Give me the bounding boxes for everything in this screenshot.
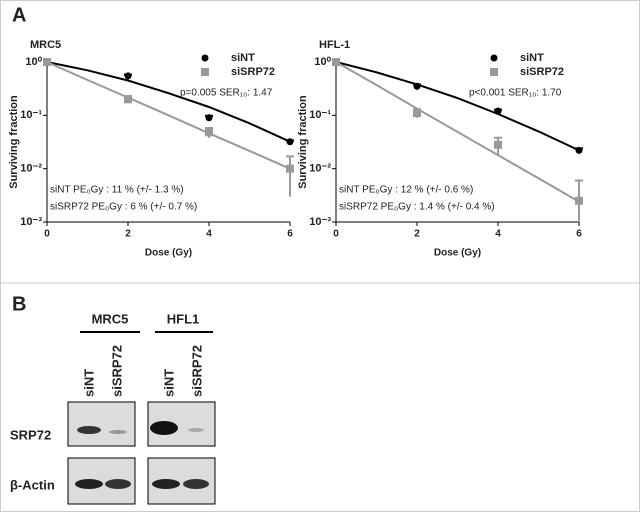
data-point — [494, 140, 502, 149]
lane-label: siNT — [161, 369, 176, 397]
legend-marker — [490, 54, 498, 62]
row-label: β-Actin — [10, 477, 55, 492]
panel-label: A — [12, 4, 26, 26]
annotation: siSRP72 PE₀Gy : 1.4 % (+/- 0.4 %) — [339, 202, 495, 213]
data-point — [332, 58, 340, 66]
y-tick-label: 10⁻¹ — [20, 109, 42, 121]
data-point — [43, 58, 51, 66]
y-tick-label: 10⁻¹ — [309, 109, 331, 121]
y-tick-label: 10⁻³ — [309, 216, 331, 228]
data-point — [124, 95, 132, 104]
fit-curve — [46, 61, 291, 170]
x-tick-label: 4 — [206, 229, 212, 240]
annotation: siNT PE₀Gy : 12 % (+/- 0.6 %) — [339, 185, 473, 196]
legend-label: siNT — [231, 52, 255, 64]
fit-curve — [335, 61, 580, 152]
legend-label: siNT — [520, 52, 544, 64]
blot-images — [67, 401, 216, 505]
x-tick-label: 4 — [495, 229, 501, 240]
x-axis-label: Dose (Gy) — [434, 248, 481, 259]
legend-marker — [490, 68, 498, 76]
x-tick-label: 2 — [414, 229, 420, 240]
row-label: SRP72 — [10, 427, 51, 442]
y-tick-label: 10⁻² — [309, 163, 331, 175]
data-point — [286, 164, 294, 173]
data-point — [205, 128, 213, 137]
blot-group: HFL1 — [167, 311, 200, 326]
lane-label: siSRP72 — [109, 345, 124, 397]
y-tick-label: 10⁰ — [25, 56, 42, 68]
x-tick-label: 0 — [333, 229, 339, 240]
y-tick-label: 10⁻² — [20, 163, 42, 175]
fit-curve — [335, 61, 580, 203]
legend-label: siSRP72 — [520, 66, 564, 78]
annotation: siSRP72 PE₀Gy : 6 % (+/- 0.7 %) — [50, 202, 197, 213]
annotation: siNT PE₀Gy : 11 % (+/- 1.3 %) — [50, 185, 184, 196]
lane-label: siNT — [81, 369, 96, 397]
panel-label: B — [12, 293, 26, 315]
y-axis-label: Surviving fraction — [297, 95, 309, 189]
data-point — [286, 138, 294, 146]
data-point — [205, 114, 213, 122]
data-point — [575, 146, 583, 154]
data-point — [124, 72, 132, 80]
y-tick-label: 10⁻³ — [20, 216, 42, 228]
x-tick-label: 6 — [576, 229, 582, 240]
annotation: p<0.001 SER₁₀: 1.70 — [469, 88, 562, 99]
data-point — [494, 107, 502, 115]
data-point — [413, 82, 421, 90]
data-point — [413, 109, 421, 118]
annotation: p=0.005 SER₁₀: 1.47 — [180, 88, 273, 99]
x-tick-label: 0 — [44, 229, 50, 240]
blot-group: MRC5 — [92, 311, 129, 326]
chart-title: MRC5 — [30, 39, 61, 51]
data-point — [575, 196, 583, 205]
x-axis-label: Dose (Gy) — [145, 248, 192, 259]
legend-marker — [201, 68, 209, 76]
legend-label: siSRP72 — [231, 66, 275, 78]
legend-marker — [201, 54, 209, 62]
x-tick-label: 6 — [287, 229, 293, 240]
fit-curve — [46, 61, 291, 143]
chart-title: HFL-1 — [319, 39, 350, 51]
x-tick-label: 2 — [125, 229, 131, 240]
y-tick-label: 10⁰ — [314, 56, 331, 68]
lane-label: siSRP72 — [189, 345, 204, 397]
y-axis-label: Surviving fraction — [8, 95, 20, 189]
